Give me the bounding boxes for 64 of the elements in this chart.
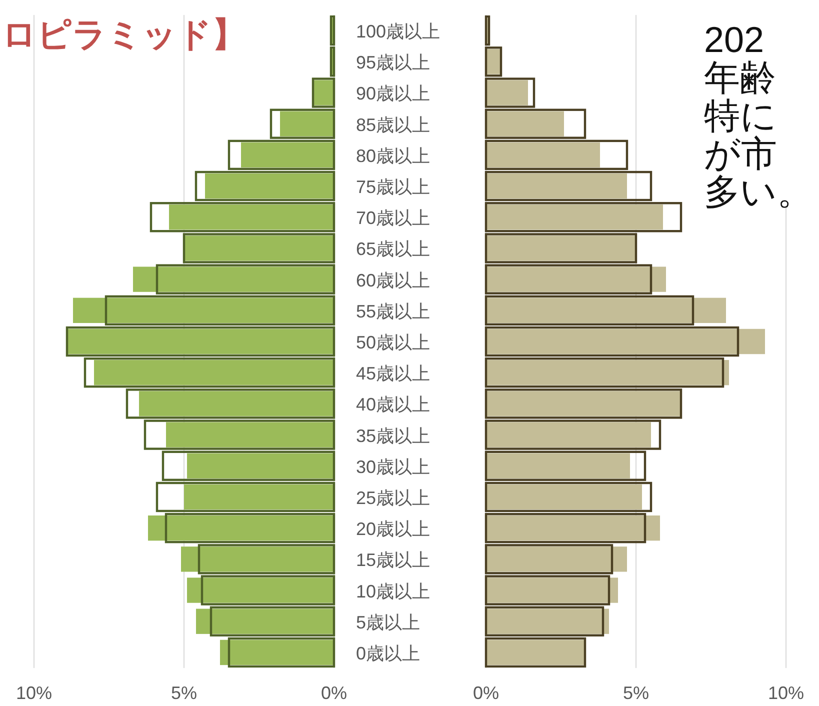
y-tick-label: 35歳以上 <box>356 426 430 446</box>
annotation: 多い。 <box>704 171 813 212</box>
x-tick-label: 10% <box>768 683 804 703</box>
chart-title: ロピラミッド】 <box>2 16 246 54</box>
y-tick-label: 55歳以上 <box>356 301 430 322</box>
y-tick-label: 60歳以上 <box>356 270 430 290</box>
bar <box>184 484 334 510</box>
x-tick-label: 10% <box>16 683 52 703</box>
bar <box>486 360 729 386</box>
bar <box>139 391 334 416</box>
bar <box>220 640 334 666</box>
bar <box>486 422 651 448</box>
y-tick-label: 95歳以上 <box>356 52 430 73</box>
bar <box>148 515 334 541</box>
bar <box>486 298 726 323</box>
bar <box>486 328 765 354</box>
bar <box>73 298 334 323</box>
bar <box>187 453 334 478</box>
y-tick-label: 25歳以上 <box>356 488 430 508</box>
y-tick-label: 5歳以上 <box>356 612 420 632</box>
bar <box>133 266 334 292</box>
bar <box>94 360 334 386</box>
y-tick-label: 20歳以上 <box>356 519 430 540</box>
x-tick-label: 0% <box>320 683 348 703</box>
bar <box>181 546 334 572</box>
bar <box>166 422 334 448</box>
y-tick-label: 85歳以上 <box>356 114 430 135</box>
y-tick-label: 100歳以上 <box>356 22 440 42</box>
bar <box>486 546 627 572</box>
annotation: が市 <box>704 133 777 174</box>
x-tick-label: 0% <box>472 683 500 703</box>
y-tick-label: 45歳以上 <box>356 364 430 384</box>
y-tick-label: 70歳以上 <box>356 208 430 228</box>
bar <box>486 608 609 634</box>
annotation: 年齢 <box>704 57 776 98</box>
bar <box>486 453 630 478</box>
bar <box>486 204 663 230</box>
x-tick-label: 5% <box>170 683 198 703</box>
bar <box>486 142 600 168</box>
bar <box>205 173 334 199</box>
y-tick-label: 40歳以上 <box>356 394 430 415</box>
y-tick-label: 80歳以上 <box>356 146 430 166</box>
bar <box>486 484 642 510</box>
bar <box>486 515 660 541</box>
bar <box>486 173 627 199</box>
y-tick-label: 0歳以上 <box>356 643 420 664</box>
bar <box>169 204 334 230</box>
annotation: 特に <box>704 95 777 136</box>
y-tick-label: 90歳以上 <box>356 84 430 104</box>
bar <box>241 142 334 168</box>
bar <box>486 111 564 136</box>
y-tick-label: 10歳以上 <box>356 581 430 602</box>
y-tick-label: 65歳以上 <box>356 239 430 260</box>
y-tick-label: 15歳以上 <box>356 550 430 570</box>
y-tick-label: 50歳以上 <box>356 332 430 352</box>
bar <box>187 578 334 603</box>
x-tick-label: 5% <box>622 683 650 703</box>
bar <box>196 608 334 634</box>
annotation: 202 <box>704 19 764 60</box>
y-tick-label: 75歳以上 <box>356 177 430 198</box>
bar <box>280 111 334 136</box>
y-tick-label: 30歳以上 <box>356 456 430 477</box>
bar <box>486 578 618 603</box>
bar <box>486 266 666 292</box>
